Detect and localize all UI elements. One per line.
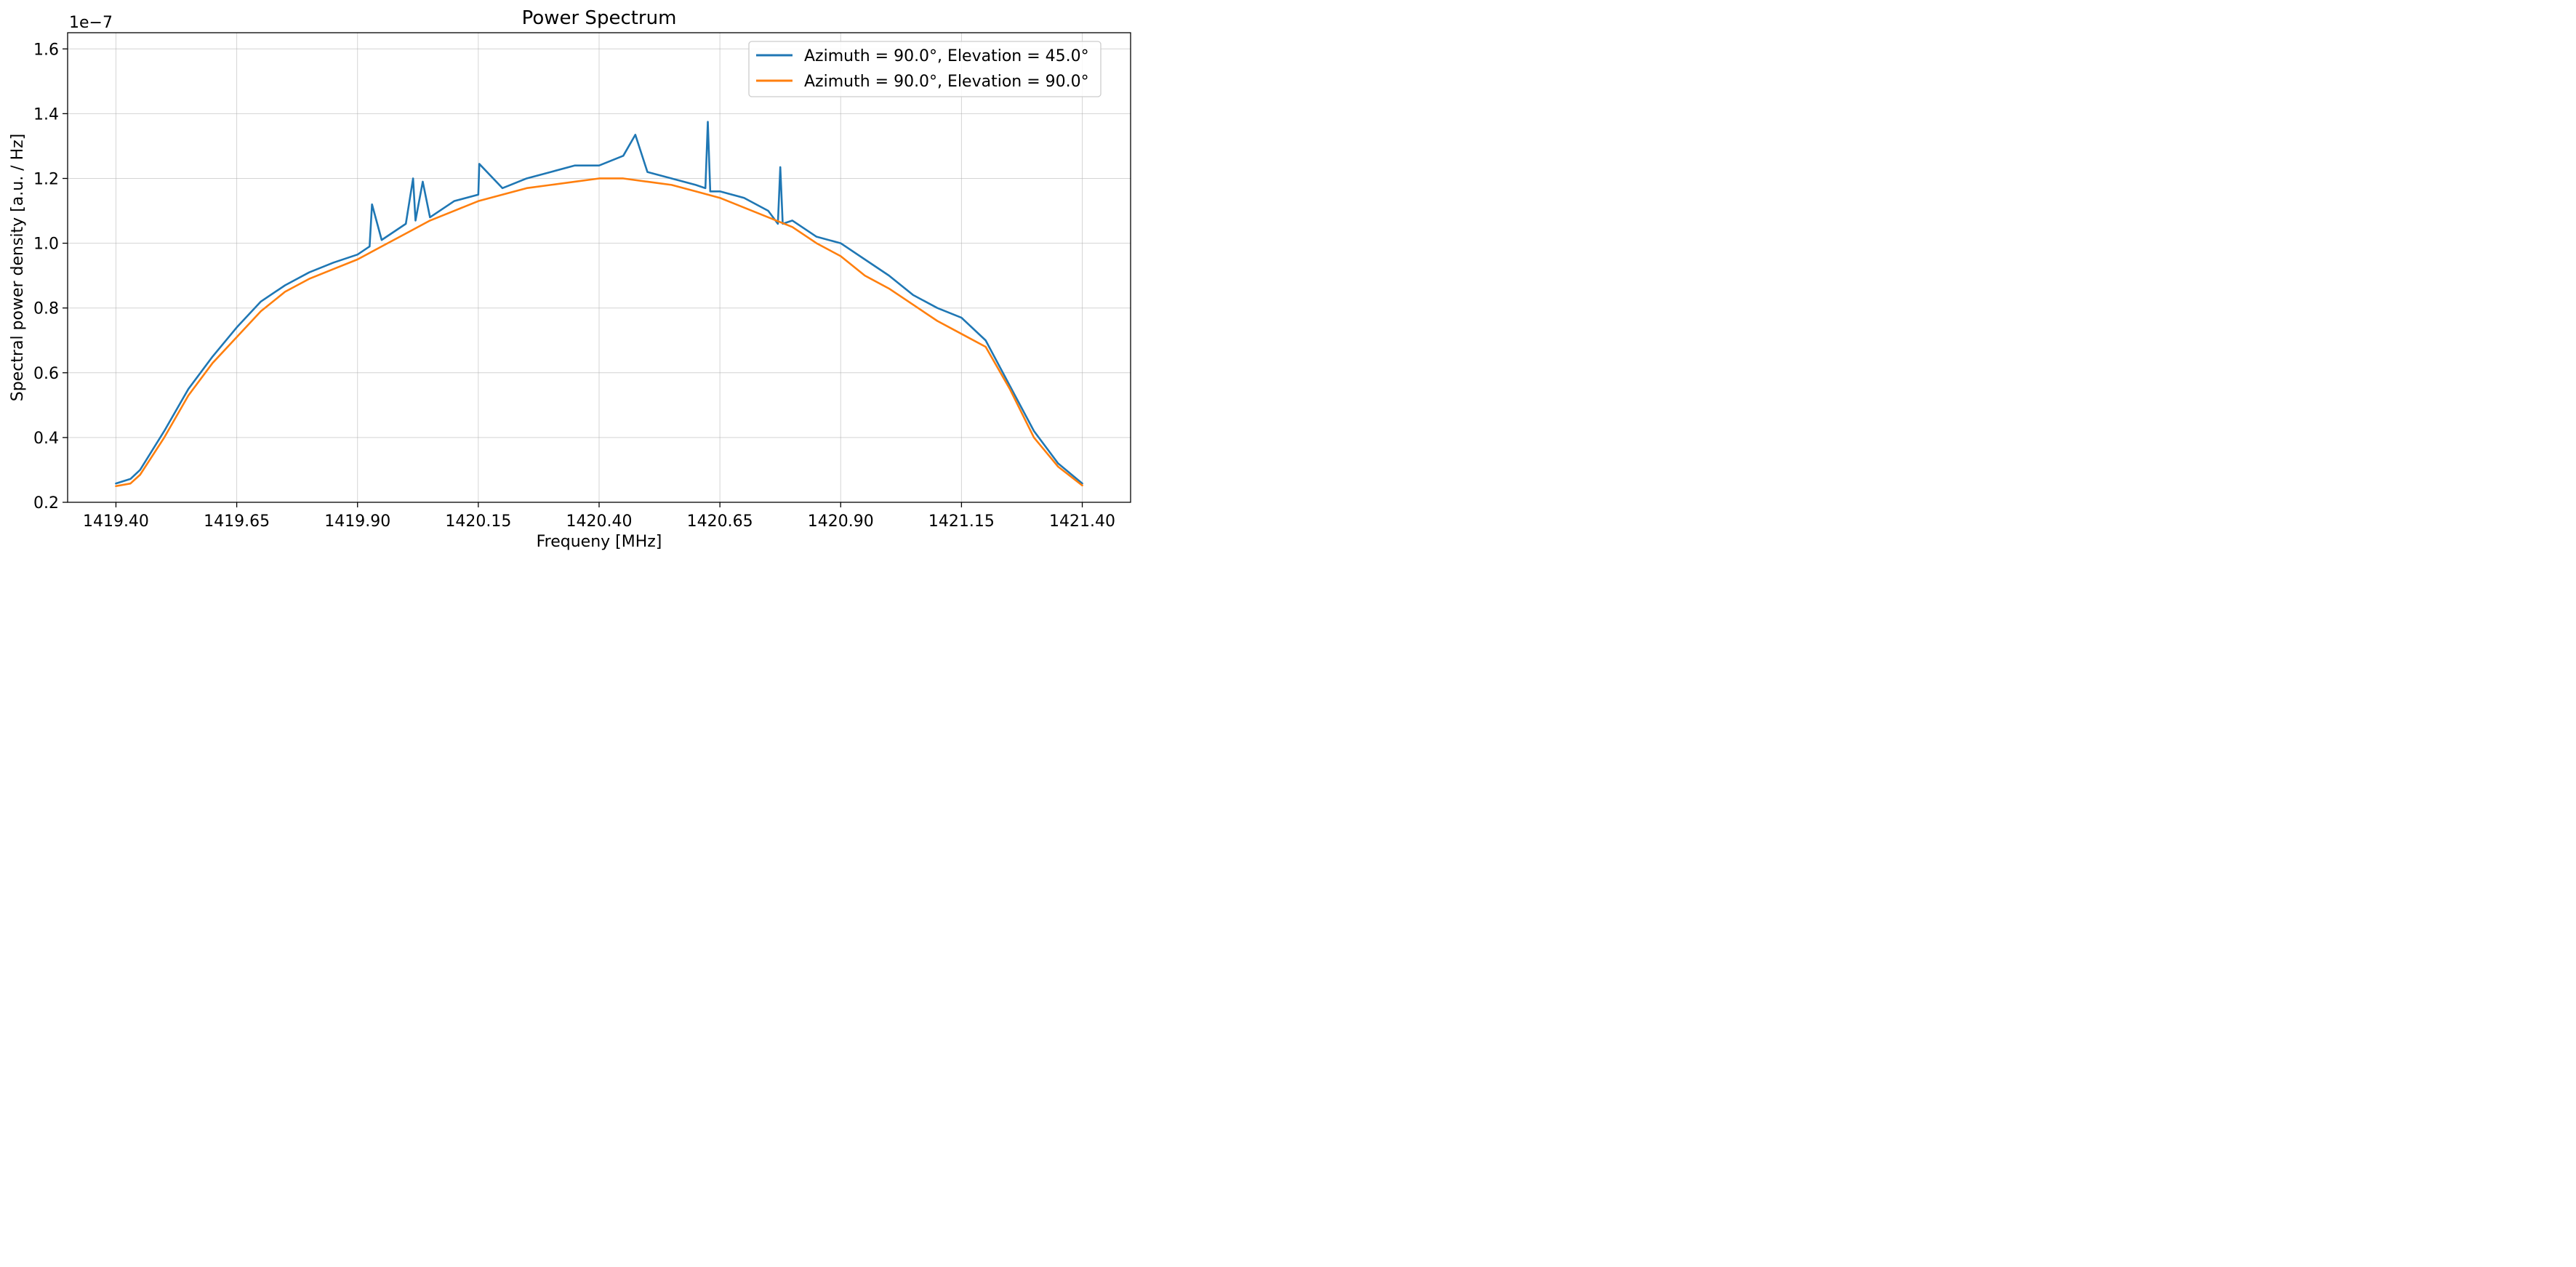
x-tick-label-1419-90: 1419.90 (324, 512, 390, 531)
legend-frame (748, 41, 1102, 97)
x-tick-label-1420-40: 1420.40 (566, 512, 633, 531)
series-line-0 (115, 121, 1083, 485)
x-axis-label: Frequeny [MHz] (537, 533, 662, 551)
grid-lines (68, 33, 1131, 503)
series-lines (115, 121, 1083, 488)
y-tick-label-1-0: 1.0 (33, 236, 59, 254)
power-spectrum-chart: 1419.40 1419.65 1419.90 1420.15 1420.40 1420.… (9, 7, 1131, 551)
legend: Azimuth = 90.0°, Elevation = 45.0° Azimu… (748, 41, 1102, 97)
x-tick-label-1419-40: 1419.40 (83, 512, 149, 531)
x-tick-label-1420-65: 1420.65 (687, 512, 753, 531)
series-line-1 (115, 177, 1083, 488)
x-tick-label-1420-15: 1420.15 (445, 512, 511, 531)
x-tick-label-1420-90: 1420.90 (808, 512, 874, 531)
y-tick-label-0-2: 0.2 (33, 494, 59, 512)
legend-label-elevation-45: Azimuth = 90.0°, Elevation = 45.0° (804, 47, 1089, 65)
y-offset-label: 1e−7 (69, 14, 113, 32)
x-tick-label-1419-65: 1419.65 (204, 512, 270, 531)
y-axis-label: Spectral power density [a.u. / Hz] (9, 134, 27, 402)
x-tick-label-1421-15: 1421.15 (928, 512, 995, 531)
x-tick-label-1421-40: 1421.40 (1049, 512, 1115, 531)
y-tick-label-1-4: 1.4 (33, 105, 59, 124)
y-axis-ticks: 0.2 0.4 0.6 0.8 1.0 1.2 1.4 1.6 (33, 41, 68, 512)
chart-title: Power Spectrum (522, 7, 677, 29)
y-tick-label-0-8: 0.8 (33, 300, 59, 318)
y-tick-label-0-6: 0.6 (33, 365, 59, 383)
x-axis-ticks: 1419.40 1419.65 1419.90 1420.15 1420.40 1420.… (83, 502, 1115, 531)
y-tick-label-0-4: 0.4 (33, 430, 59, 448)
y-tick-label-1-6: 1.6 (33, 41, 59, 59)
legend-label-elevation-90: Azimuth = 90.0°, Elevation = 90.0° (804, 73, 1089, 91)
y-tick-label-1-2: 1.2 (33, 170, 59, 188)
